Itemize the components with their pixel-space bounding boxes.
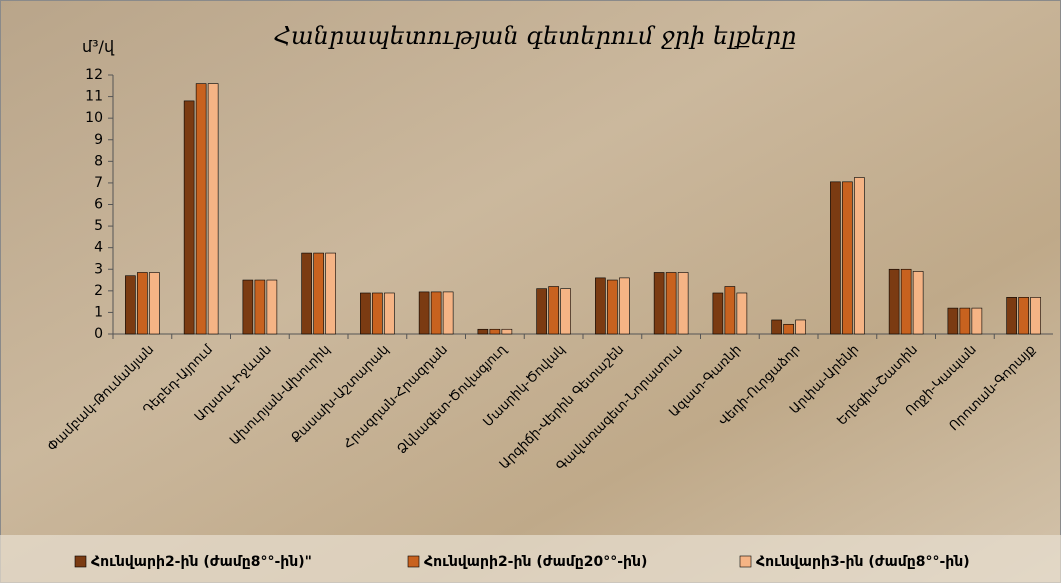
legend-swatch [407, 555, 420, 568]
bar [149, 272, 160, 335]
bar [912, 271, 924, 335]
y-tick-label: 9 [94, 132, 103, 148]
bar [489, 328, 501, 335]
bar [959, 307, 971, 335]
bar [195, 83, 207, 335]
bar [418, 291, 430, 335]
bar [971, 307, 983, 335]
bar [1018, 297, 1029, 335]
bar [384, 292, 395, 335]
bar [677, 272, 689, 335]
bar [900, 268, 912, 335]
legend-band [0, 535, 1061, 583]
y-tick-label: 0 [94, 326, 103, 342]
bar [1030, 297, 1041, 335]
bar [771, 319, 782, 335]
bar [595, 277, 606, 335]
bar [301, 252, 312, 335]
bar [947, 307, 959, 335]
bar [854, 177, 865, 335]
bar [736, 292, 748, 335]
bar [325, 252, 336, 335]
y-axis-label: մ³/վ [82, 37, 115, 56]
bar [477, 328, 489, 335]
legend-label: Հունվարի3-ին (ժամը8°°-ին) [756, 554, 970, 570]
bar [430, 291, 442, 335]
y-tick-label: 4 [94, 240, 103, 256]
bar [619, 277, 630, 335]
y-tick-label: 6 [94, 197, 103, 213]
bar [830, 181, 841, 335]
bar [242, 279, 254, 335]
y-tick-label: 7 [94, 175, 103, 191]
bar [712, 292, 724, 335]
bar [1006, 297, 1017, 335]
bar [665, 272, 677, 335]
bar [888, 268, 900, 335]
bar [442, 291, 454, 335]
y-tick-label: 8 [94, 153, 103, 169]
y-tick-label: 5 [94, 218, 103, 234]
bar [137, 272, 148, 335]
bar [795, 319, 806, 335]
bar [266, 279, 278, 335]
bar [724, 286, 736, 335]
bar [548, 286, 559, 335]
legend-swatch [74, 555, 87, 568]
bar [560, 288, 571, 335]
y-tick-label: 2 [94, 283, 103, 299]
y-tick-label: 12 [85, 67, 103, 83]
y-tick-label: 3 [94, 261, 103, 277]
bar [125, 275, 136, 335]
bar [360, 292, 371, 335]
bar [607, 279, 618, 335]
bar [254, 279, 266, 335]
bar [783, 323, 794, 335]
legend-swatch [739, 555, 752, 568]
legend-label: Հունվարի2-ին (ժամը8°°-ին)" [91, 554, 312, 570]
bar [536, 288, 547, 335]
y-tick-label: 10 [85, 110, 103, 126]
legend-label: Հունվարի2-ին (ժամը20°°-ին) [424, 554, 647, 570]
bar [501, 328, 513, 335]
bar [313, 252, 324, 335]
bar [183, 100, 195, 335]
y-tick-label: 1 [94, 304, 103, 320]
y-tick-label: 11 [85, 89, 103, 105]
bar [842, 181, 853, 335]
bar [653, 272, 665, 335]
bar [207, 83, 219, 335]
bar [372, 292, 383, 335]
chart-title: Հանրապետության գետերում ջրի ելքերը [274, 22, 797, 50]
